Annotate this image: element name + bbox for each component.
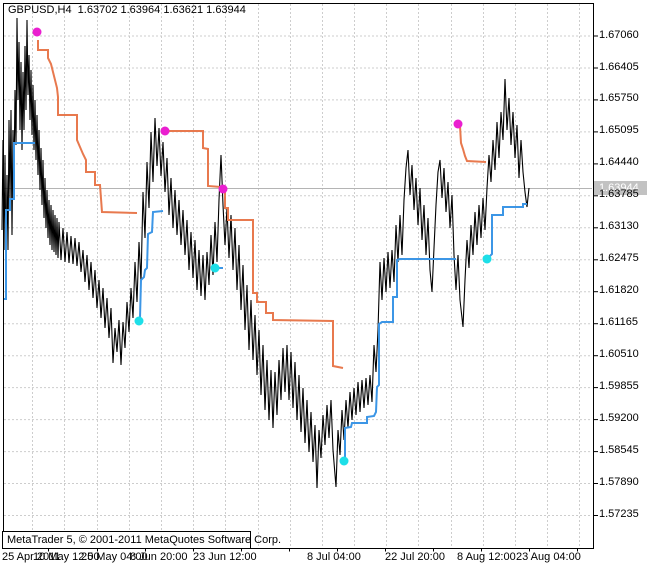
- price-axis-label: 1.60510: [599, 348, 639, 361]
- sell-signal-dot: [453, 119, 463, 129]
- price-axis-label: 1.61820: [599, 284, 639, 297]
- price-axis-label: 1.63130: [599, 220, 639, 233]
- buy-signal-dot: [134, 316, 144, 326]
- price-axis-label: 1.66405: [599, 60, 639, 73]
- time-axis-label: 22 Jul 20:00: [385, 551, 445, 563]
- price-axis-label: 1.57890: [599, 476, 639, 488]
- downtrend-line-segment: [224, 191, 344, 369]
- price-axis-label: 1.65095: [599, 124, 639, 137]
- time-axis-label: 8 Jul 04:00: [307, 551, 361, 563]
- time-axis[interactable]: 25 Apr 2011 10 May 12:00 25 May 04:00 8 Jun…: [0, 549, 594, 569]
- time-axis-label: 8 Jun 20:00: [130, 551, 188, 563]
- sell-signal-dot: [32, 27, 42, 37]
- time-axis-label: 25 Apr 2011: [2, 551, 61, 563]
- buy-signal-dot: [482, 254, 492, 264]
- buy-signal-dot: [339, 456, 349, 466]
- uptrend-line-segment: [344, 258, 456, 458]
- sell-signal-dot: [218, 184, 228, 194]
- time-axis-label: 8 Aug 12:00: [457, 551, 516, 563]
- downtrend-line-segment: [167, 130, 222, 188]
- downtrend-line-segment: [37, 40, 138, 214]
- price-axis-label: 1.62475: [599, 252, 639, 265]
- sell-signal-dot: [160, 126, 170, 136]
- price-axis-label: 1.67060: [599, 28, 639, 41]
- buy-signal-dot: [210, 263, 220, 273]
- uptrend-line-segment: [139, 210, 164, 319]
- downtrend-line-segment: [459, 125, 487, 163]
- price-axis[interactable]: 1.63944 1.67060 1.66405 1.65750 1.65095 1.64…: [594, 0, 647, 549]
- price-axis-label: 1.64440: [599, 156, 639, 169]
- current-price-badge: 1.63944: [594, 181, 647, 195]
- price-axis-label: 1.63785: [599, 188, 639, 201]
- price-series-path: [1, 17, 530, 489]
- time-axis-label: 23 Jun 12:00: [193, 551, 257, 563]
- time-axis-label: 23 Aug 04:00: [516, 551, 581, 563]
- copyright-label: MetaTrader 5, © 2001-2011 MetaQuotes Sof…: [2, 531, 281, 549]
- price-axis-label: 1.65750: [599, 92, 639, 105]
- price-axis-label: 1.57235: [599, 508, 639, 520]
- price-axis-label: 1.59855: [599, 380, 639, 393]
- chart-title: GBPUSD,H4 1.63702 1.63964 1.63621 1.6394…: [8, 4, 246, 16]
- time-axis-label: 25 May 04:00: [81, 551, 148, 563]
- uptrend-line-segment: [488, 203, 527, 258]
- price-axis-label: 1.61165: [599, 316, 638, 329]
- plot-border: [3, 3, 594, 549]
- uptrend-line-segment: [4, 142, 35, 300]
- price-axis-label: 1.58545: [599, 444, 639, 457]
- time-axis-label: 10 May 12:00: [33, 551, 100, 563]
- price-axis-label: 1.59200: [599, 412, 639, 425]
